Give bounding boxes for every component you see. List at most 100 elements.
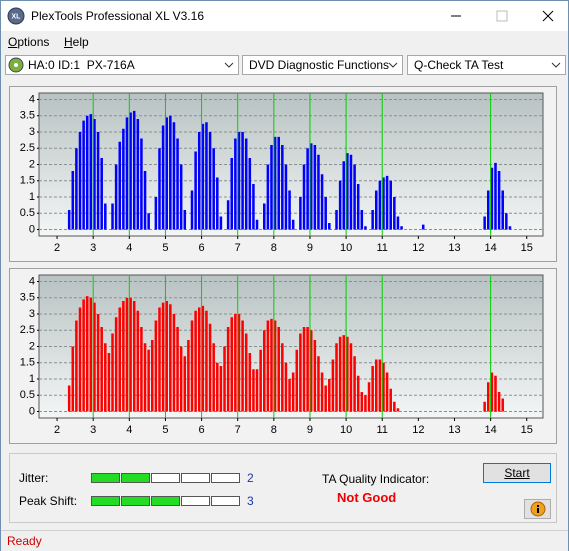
info-button[interactable]	[524, 499, 551, 519]
bar	[118, 141, 122, 230]
bar	[375, 190, 378, 230]
ta-quality-label: TA Quality Indicator:	[322, 472, 430, 486]
bar	[385, 372, 389, 412]
x-tick-label: 9	[307, 424, 313, 436]
bar	[291, 219, 295, 230]
start-button[interactable]: Start	[483, 463, 551, 483]
function-select[interactable]: DVD Diagnostic Functions	[242, 55, 403, 75]
bar	[93, 119, 96, 230]
chart: 0 0.5 1 1.5 2 2.5 3 3.5 4 2 3 4 5 6 7 8 9 10 11 12 13 14 15	[20, 92, 544, 254]
bar	[136, 119, 140, 230]
bar	[241, 320, 244, 412]
bar	[96, 132, 100, 230]
bar	[382, 177, 385, 230]
bar	[161, 302, 165, 412]
bar	[129, 297, 132, 412]
window-controls[interactable]	[441, 1, 568, 31]
bar	[93, 302, 96, 412]
bar	[505, 213, 508, 230]
bar	[219, 366, 223, 412]
bar	[201, 123, 205, 230]
bar	[143, 171, 147, 230]
test-select[interactable]: Q-Check TA Test	[407, 55, 566, 75]
jitter-value: 2	[247, 471, 254, 485]
meter-cell	[151, 473, 180, 483]
y-tick-label: 0	[29, 223, 35, 235]
bar	[490, 372, 494, 412]
menu-item[interactable]: Help	[64, 35, 89, 49]
bar	[122, 128, 125, 230]
x-tick-label: 12	[412, 424, 424, 436]
bar	[281, 145, 284, 230]
test-label: Q-Check TA Test	[414, 58, 504, 72]
bar	[284, 362, 288, 412]
chart-frame: 0 0.5 1 1.5 2 2.5 3 3.5 4 2 3 4 5 6 7 8 9 10 11 12 13 14 15	[9, 268, 557, 444]
bar	[497, 392, 501, 412]
bar	[67, 210, 71, 230]
bar	[111, 333, 114, 412]
bar	[104, 203, 107, 230]
bar	[356, 184, 360, 230]
bar	[197, 307, 201, 412]
x-tick-label: 7	[235, 242, 241, 254]
bar	[223, 346, 226, 412]
x-tick-label: 13	[448, 424, 460, 436]
bar	[96, 314, 100, 412]
x-tick-label: 8	[271, 424, 277, 436]
bar	[219, 216, 223, 230]
y-tick-label: 1	[29, 373, 35, 385]
bar	[82, 299, 85, 412]
bar	[338, 180, 342, 230]
x-tick-label: 6	[199, 242, 205, 254]
bar	[197, 132, 201, 230]
y-tick-label: 0.5	[20, 389, 35, 401]
bar	[501, 190, 504, 230]
bar	[252, 369, 255, 412]
bar	[273, 320, 277, 412]
bar	[324, 385, 327, 412]
meter-cell	[211, 473, 240, 483]
drive-select[interactable]: HA:0 ID:1 PX-716A	[5, 55, 239, 75]
bar	[508, 226, 512, 230]
bar	[75, 320, 78, 412]
bar	[338, 336, 342, 412]
y-tick-label: 1.5	[20, 175, 35, 187]
bar	[125, 297, 129, 412]
bar	[360, 210, 364, 230]
bar	[183, 210, 187, 230]
close[interactable]	[542, 10, 554, 22]
bar	[328, 379, 331, 412]
bar	[169, 304, 172, 412]
maximize[interactable]	[496, 10, 508, 22]
title-bar: XL PlexTools Professional XL V3.16	[1, 1, 568, 31]
bar	[421, 224, 425, 230]
bar	[140, 138, 143, 230]
bar	[194, 151, 197, 230]
x-tick-label: 6	[199, 424, 205, 436]
bar	[396, 408, 400, 412]
bar	[364, 226, 367, 230]
bar	[176, 327, 179, 412]
bar	[190, 320, 194, 412]
bar	[378, 180, 382, 230]
bar	[349, 343, 353, 412]
bar	[114, 317, 118, 412]
chart: 0 0.5 1 1.5 2 2.5 3 3.5 4 2 3 4 5 6 7 8 9 10 11 12 13 14 15	[20, 274, 544, 436]
x-tick-label: 3	[90, 242, 96, 254]
x-tick-label: 13	[448, 242, 460, 254]
bar	[100, 158, 103, 230]
bar	[281, 343, 284, 412]
window-title: PlexTools Professional XL V3.16	[31, 9, 204, 23]
bar	[147, 349, 150, 412]
bar	[132, 110, 136, 230]
dropdown-arrow	[551, 62, 561, 68]
start-label: Start	[504, 466, 530, 480]
jitter-label: Jitter:	[19, 471, 49, 485]
bar	[154, 320, 158, 412]
bar	[82, 120, 85, 230]
bar	[158, 307, 161, 412]
bar	[367, 382, 371, 412]
bar	[147, 213, 150, 230]
menu-item[interactable]: Options	[8, 35, 50, 49]
bar	[205, 122, 208, 230]
